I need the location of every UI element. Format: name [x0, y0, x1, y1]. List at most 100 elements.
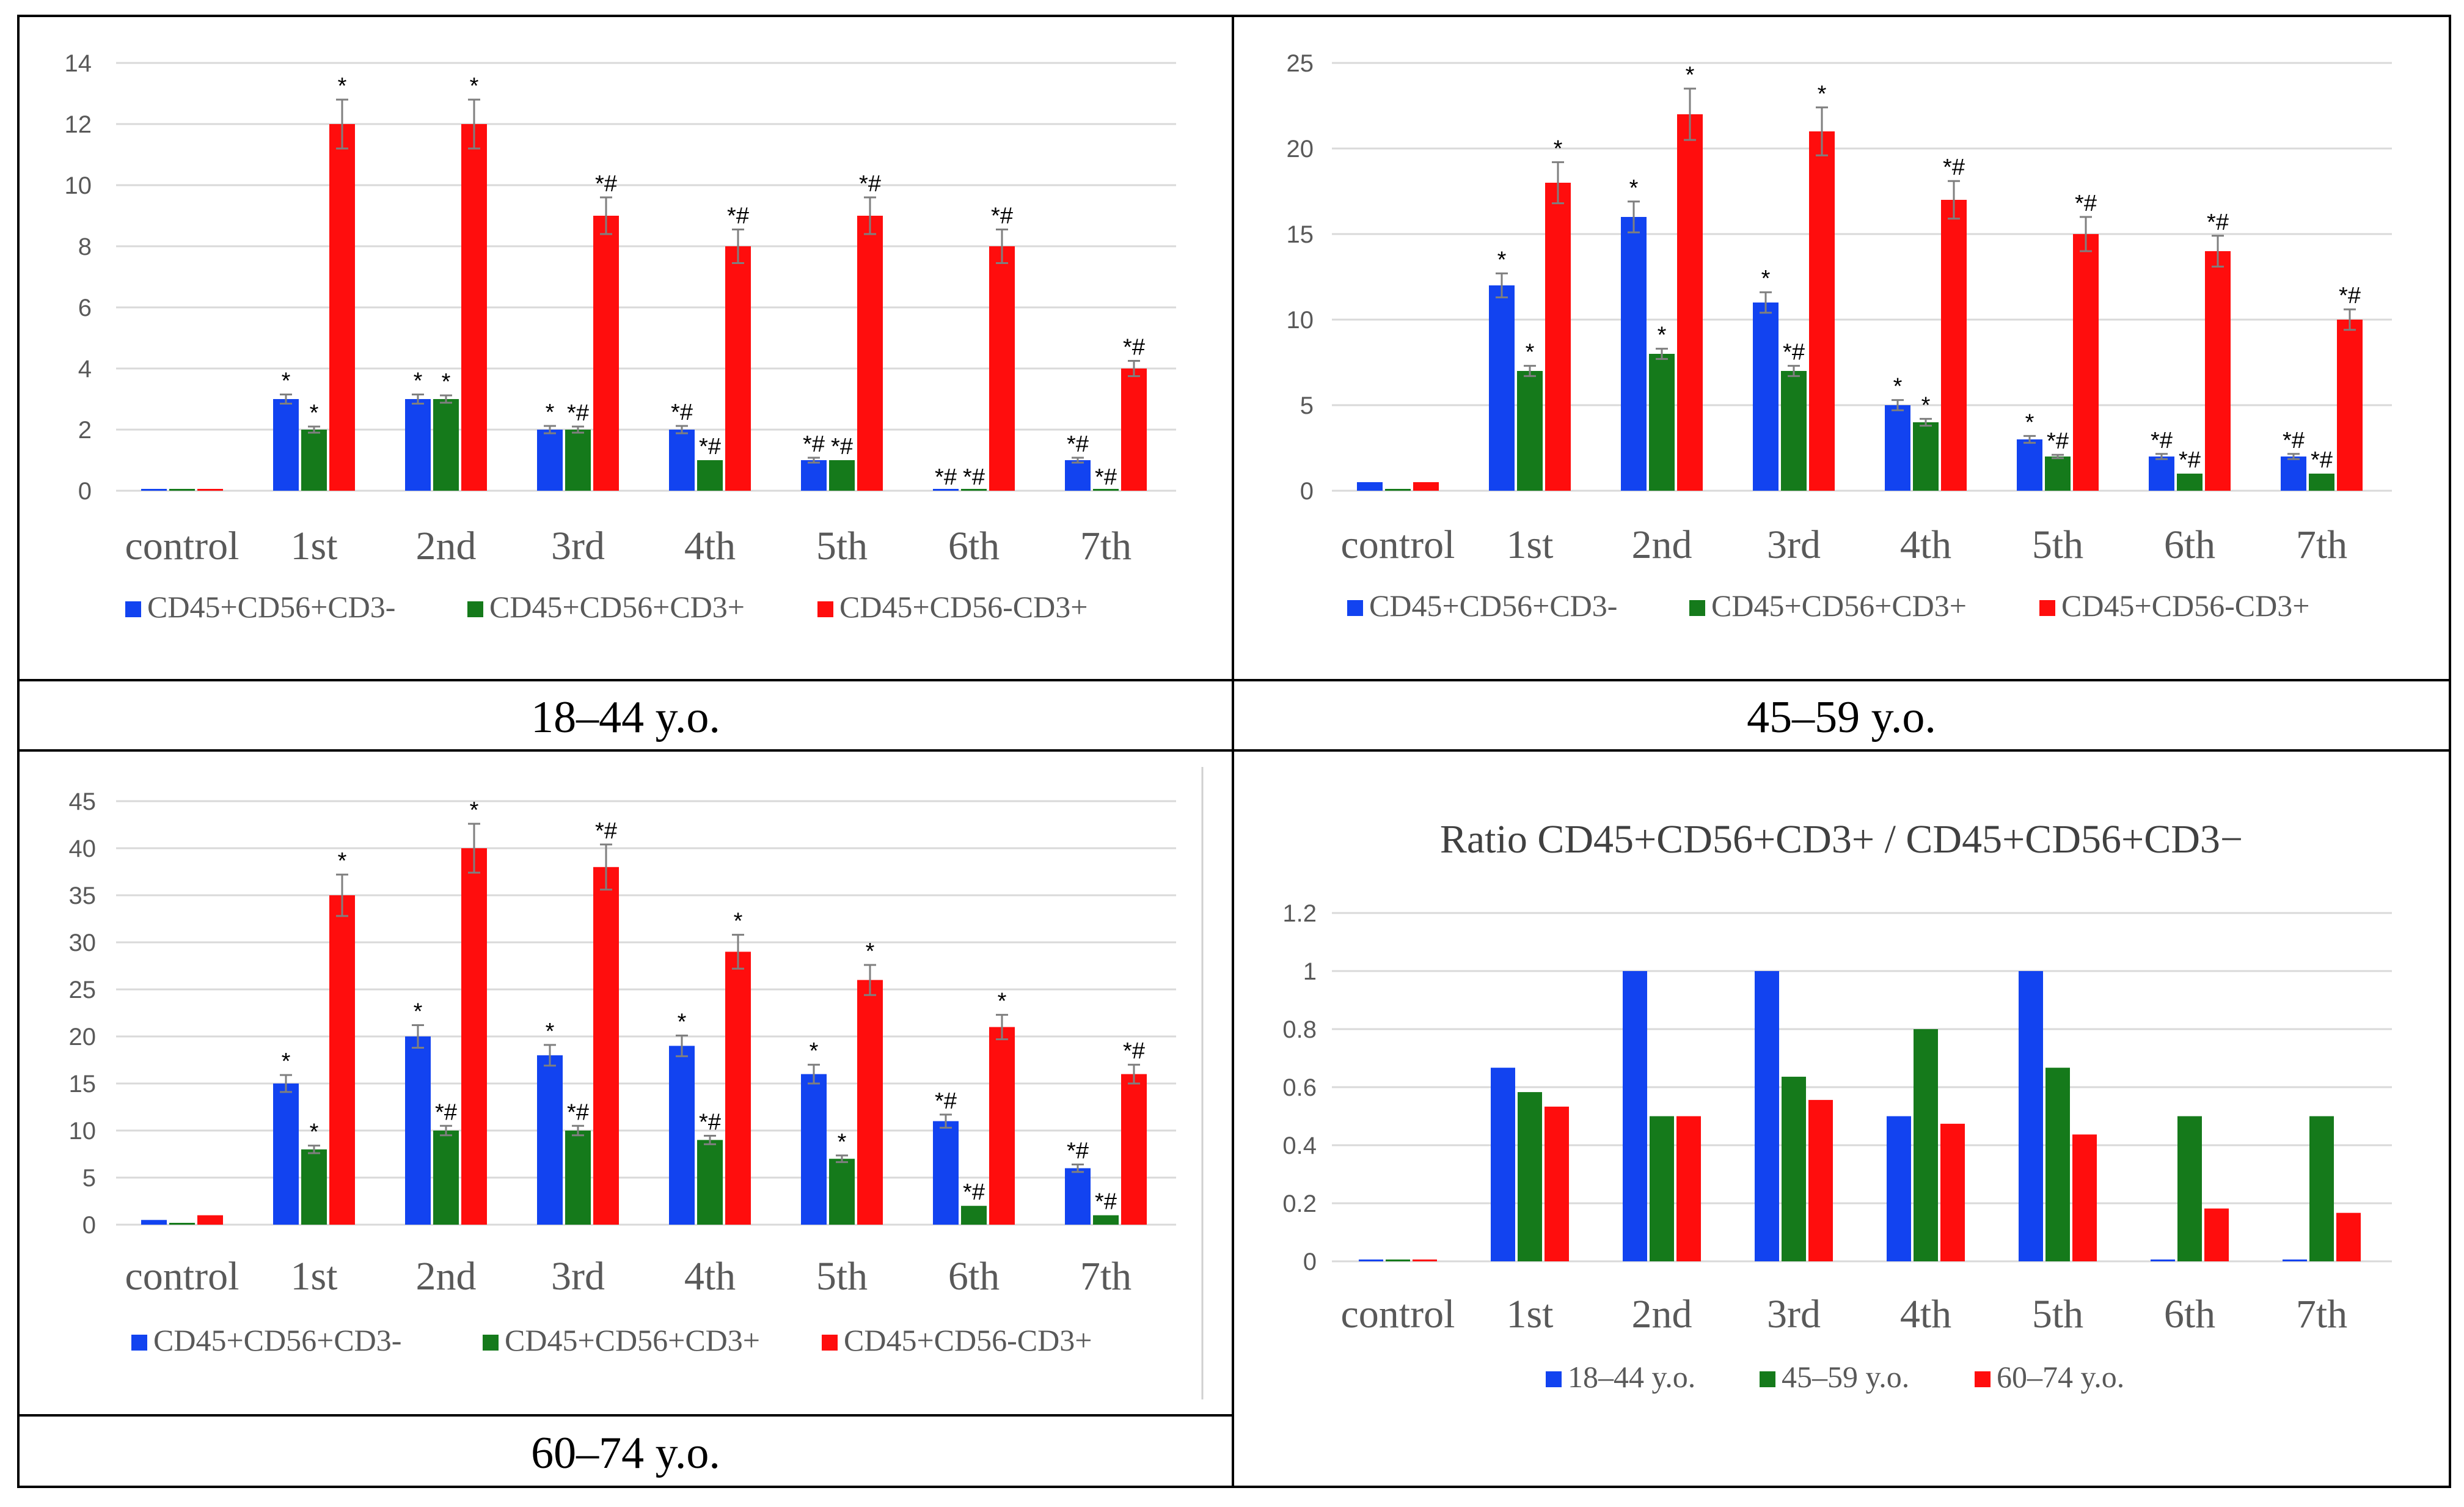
bar-red-3rd: [1809, 131, 1835, 491]
bar-red-5th: [857, 980, 883, 1225]
bar-red-1st: [329, 895, 355, 1225]
bar-green-1st: [301, 1149, 327, 1225]
bar-red-4th: [1940, 1123, 1965, 1261]
significance-label: *#: [595, 818, 617, 844]
significance-label: *#: [2311, 447, 2333, 473]
legend-swatch-green: [1689, 600, 1705, 616]
legend-label: CD45+CD56-CD3+: [844, 1323, 1092, 1357]
significance-label: *: [442, 369, 451, 395]
bar-red-1st: [1545, 1106, 1569, 1261]
bar-red-3rd: [1808, 1099, 1833, 1261]
category-label: 7th: [1080, 1254, 1131, 1299]
category-label: 1st: [290, 1254, 337, 1299]
category-label: 3rd: [551, 1254, 605, 1299]
significance-label: *#: [963, 1179, 985, 1205]
significance-label: *#: [1095, 464, 1117, 490]
significance-label: *: [470, 798, 479, 823]
bar-green-5th: [2045, 457, 2071, 491]
significance-label: *: [546, 1019, 555, 1044]
significance-label: *#: [2207, 210, 2229, 235]
bar-blue-2nd: [1623, 971, 1647, 1261]
bar-green-6th: [2177, 1116, 2202, 1261]
bar-blue-4th: [669, 430, 695, 491]
bar-green-control: [1386, 1260, 1410, 1261]
bar-red-1st: [329, 124, 355, 491]
bar-blue-control: [1357, 482, 1383, 491]
significance-label: *: [1686, 62, 1695, 88]
significance-label: *: [338, 848, 347, 874]
bar-blue-7th: [2283, 1260, 2307, 1261]
bar-blue-1st: [1491, 1068, 1515, 1261]
bar-green-5th: [829, 460, 855, 491]
category-label: 6th: [2164, 522, 2215, 567]
significance-label: *#: [2339, 283, 2361, 309]
y-tick-label: 45: [69, 788, 97, 815]
bar-red-1st: [1545, 183, 1571, 491]
significance-label: *: [414, 369, 423, 394]
significance-label: *: [1526, 340, 1535, 365]
bar-red-3rd: [593, 216, 619, 491]
bar-green-2nd: [1650, 1116, 1674, 1261]
category-label: 3rd: [1767, 1292, 1821, 1336]
bar-green-4th: [1914, 1029, 1938, 1261]
bar-blue-7th: [2281, 457, 2306, 491]
bar-red-control: [1413, 1260, 1437, 1261]
bar-green-3rd: [565, 430, 591, 491]
category-label: 2nd: [416, 1254, 477, 1299]
legend-label: 60–74 y.o.: [1997, 1360, 2124, 1394]
category-label: 5th: [2032, 522, 2083, 567]
significance-label: *: [866, 939, 875, 964]
legend-label: CD45+CD56+CD3-: [1369, 588, 1617, 623]
significance-label: *#: [935, 1088, 957, 1114]
y-tick-label: 5: [1300, 392, 1314, 419]
bar-red-4th: [725, 952, 751, 1225]
panel2-chart: 0 5 10 15 20 25 control 1st 2nd 3rd 4th 5th 6th 7th * *…: [1287, 50, 2392, 623]
category-label: control: [1341, 1292, 1455, 1336]
bar-blue-5th: [801, 460, 827, 491]
table-frame: [17, 15, 2451, 1488]
significance-label: *: [810, 1038, 819, 1064]
significance-label: *: [2025, 409, 2034, 435]
bar-red-6th: [989, 1027, 1015, 1225]
bar-green-7th: [1093, 489, 1119, 491]
significance-label: *#: [567, 1099, 589, 1125]
bar-red-2nd: [461, 124, 487, 491]
bar-red-7th: [2336, 1212, 2361, 1261]
bar-red-4th: [1941, 200, 1967, 491]
legend-swatch-blue: [131, 1335, 147, 1351]
bar-red-6th: [989, 246, 1015, 491]
category-label: 2nd: [1632, 522, 1692, 567]
significance-label: *#: [1067, 1138, 1089, 1164]
category-label: 5th: [816, 1254, 868, 1299]
significance-label: *#: [859, 171, 881, 197]
legend-label: CD45+CD56+CD3+: [489, 590, 745, 624]
significance-label: *#: [1123, 335, 1145, 361]
bar-green-control: [1385, 489, 1411, 491]
chart-title: Ratio CD45+CD56+CD3+ / CD45+CD56+CD3−: [1440, 817, 2243, 862]
bar-red-5th: [857, 216, 883, 491]
significance-label: *: [734, 909, 743, 934]
bar-green-1st: [1518, 1092, 1542, 1261]
legend-swatch-green: [1760, 1371, 1775, 1387]
significance-label: *#: [671, 400, 693, 425]
category-label: 4th: [684, 1254, 736, 1299]
significance-label: *#: [963, 464, 985, 490]
panel2-caption: 45–59 y.o.: [1747, 692, 1936, 743]
significance-label: *#: [1095, 1189, 1117, 1215]
significance-label: *#: [727, 204, 749, 229]
significance-label: *: [1497, 247, 1507, 273]
category-label: 7th: [2296, 1292, 2347, 1336]
y-tick-label: 15: [69, 1071, 97, 1098]
bar-blue-1st: [1489, 285, 1515, 491]
y-tick-label: 30: [69, 930, 97, 956]
significance-label: *#: [435, 1099, 457, 1125]
significance-label: *: [1921, 392, 1931, 418]
legend-label: CD45+CD56-CD3+: [839, 590, 1088, 624]
bar-blue-6th: [2149, 457, 2174, 491]
legend-label: CD45+CD56-CD3+: [2061, 588, 2309, 623]
bar-blue-1st: [273, 1084, 299, 1225]
bar-green-control: [169, 489, 195, 491]
bar-blue-3rd: [537, 430, 563, 491]
bar-red-7th: [2337, 320, 2363, 491]
y-tick-label: 0.6: [1282, 1074, 1317, 1101]
